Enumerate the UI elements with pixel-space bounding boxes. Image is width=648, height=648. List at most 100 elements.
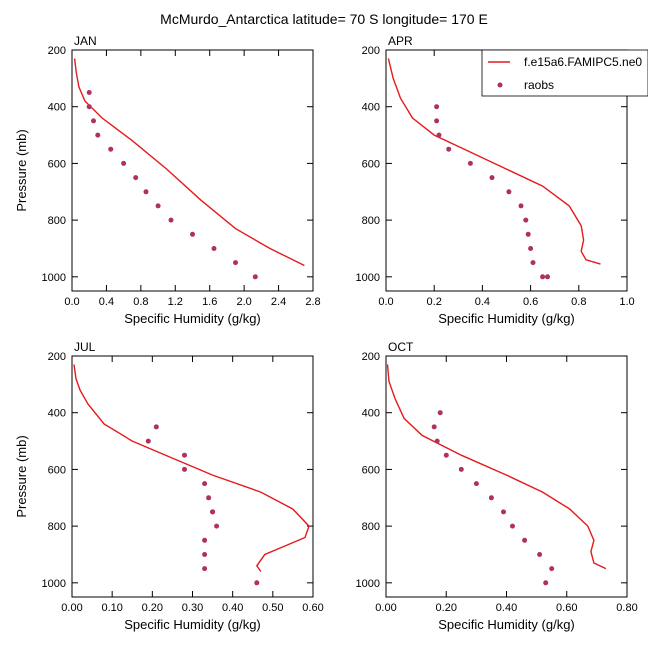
obs-point — [537, 552, 543, 557]
obs-point — [133, 175, 139, 181]
panel-title: JUL — [74, 340, 96, 354]
y-tick-label: 200 — [48, 351, 66, 363]
obs-point — [510, 523, 515, 529]
figure-title: McMurdo_Antarctica latitude= 70 S longit… — [160, 11, 488, 27]
y-tick-label: 600 — [48, 158, 66, 170]
model-series-line — [73, 364, 310, 572]
x-tick-label: 0.10 — [101, 602, 122, 614]
model-series-line — [387, 58, 601, 265]
obs-point — [190, 231, 195, 237]
x-tick-label: 2.8 — [305, 296, 320, 308]
x-tick-label: 0.30 — [182, 602, 203, 614]
panel-apr: APR 0.0 0.2 0.4 0.6 0.8 1.0 200 400 600 800 1000 Spe… — [356, 34, 635, 326]
obs-point — [143, 189, 149, 195]
obs-point — [525, 231, 531, 237]
y-tick-label: 400 — [362, 408, 380, 420]
obs-point — [214, 523, 220, 529]
x-tick-label: 0.60 — [302, 602, 323, 614]
x-tick-label: 1.0 — [619, 296, 634, 308]
y-tick-label: 800 — [48, 521, 66, 533]
y-tick-label: 400 — [48, 102, 66, 114]
panel-jan: JAN 0.0 0.4 0.8 1.2 1.6 2.0 2.4 2.8 200 400 600 800 1… — [14, 34, 321, 326]
obs-point — [473, 481, 479, 487]
y-tick-label: 600 — [362, 158, 380, 170]
y-axis-label: Pressure (mb) — [14, 435, 29, 517]
obs-point — [86, 104, 92, 110]
obs-point — [210, 509, 216, 515]
x-tick-label: 0.0 — [64, 296, 79, 308]
y-tick-label: 200 — [362, 351, 380, 363]
obs-point — [233, 260, 238, 266]
x-tick-label: 0.40 — [222, 602, 243, 614]
obs-point — [202, 552, 208, 557]
obs-point — [431, 424, 437, 430]
model-series-line — [386, 364, 607, 570]
panel-oct: OCT 0.00 0.20 0.40 0.60 0.80 200 400 600 800 1000 S… — [356, 340, 638, 632]
plot-frame — [71, 49, 314, 292]
legend: f.e15a6.FAMIPC5.ne0 raobs — [481, 49, 648, 97]
y-tick-label: 400 — [362, 102, 380, 114]
y-tick-label: 800 — [362, 215, 380, 227]
y-tick-label: 1000 — [42, 272, 66, 284]
obs-point — [523, 217, 529, 223]
obs-point — [437, 410, 443, 416]
obs-point — [86, 90, 92, 95]
x-tick-label: 0.80 — [616, 602, 637, 614]
x-tick-label: 2.0 — [236, 296, 251, 308]
y-tick-label: 400 — [48, 408, 66, 420]
obs-point — [506, 189, 512, 195]
y-tick-label: 1000 — [356, 272, 380, 284]
obs-point — [434, 104, 440, 110]
model-series-line — [73, 58, 305, 267]
x-tick-label: 0.00 — [375, 602, 396, 614]
legend-model-label: f.e15a6.FAMIPC5.ne0 — [524, 55, 642, 69]
y-tick-label: 600 — [48, 464, 66, 476]
obs-point — [443, 452, 449, 458]
obs-point — [528, 246, 534, 251]
legend-obs-label: raobs — [524, 78, 554, 92]
obs-point — [202, 481, 208, 487]
obs-point — [153, 424, 159, 430]
x-tick-label: 0.2 — [427, 296, 442, 308]
obs-point — [549, 566, 555, 572]
obs-point — [95, 132, 101, 138]
x-tick-label: 0.40 — [496, 602, 517, 614]
x-tick-label: 0.50 — [262, 602, 283, 614]
panel-title: JAN — [74, 34, 97, 48]
x-tick-label: 0.20 — [436, 602, 457, 614]
obs-point — [543, 580, 549, 586]
obs-point — [446, 146, 452, 152]
x-tick-label: 0.4 — [99, 296, 114, 308]
y-axis-label: Pressure (mb) — [14, 129, 29, 211]
legend-obs-marker — [497, 82, 503, 88]
obs-point — [121, 160, 127, 166]
obs-point — [488, 495, 494, 501]
y-tick-label: 1000 — [356, 578, 380, 590]
x-tick-label: 0.8 — [571, 296, 586, 308]
panel-title: OCT — [388, 340, 414, 354]
x-tick-label: 0.00 — [61, 602, 82, 614]
obs-point — [168, 217, 174, 223]
y-tick-label: 800 — [48, 215, 66, 227]
x-tick-label: 1.6 — [202, 296, 217, 308]
panel-title: APR — [388, 34, 413, 48]
obs-point — [518, 203, 524, 209]
y-tick-label: 200 — [362, 45, 380, 57]
x-tick-label: 0.20 — [142, 602, 163, 614]
obs-point — [252, 274, 258, 280]
obs-point — [489, 175, 495, 181]
x-tick-label: 0.4 — [475, 296, 490, 308]
obs-point — [434, 438, 440, 444]
x-axis-label: Specific Humidity (g/kg) — [438, 311, 575, 326]
panel-jul: JUL 0.00 0.10 0.20 0.30 0.40 0.50 0.60 200 400 600… — [14, 340, 324, 632]
x-axis-label: Specific Humidity (g/kg) — [124, 311, 261, 326]
x-axis-label: Specific Humidity (g/kg) — [124, 617, 261, 632]
legend-box — [481, 49, 648, 97]
obs-point — [522, 537, 528, 543]
x-tick-label: 0.0 — [378, 296, 393, 308]
obs-point — [530, 260, 536, 266]
obs-point — [540, 274, 546, 280]
x-tick-label: 1.2 — [168, 296, 183, 308]
obs-point — [91, 118, 96, 124]
